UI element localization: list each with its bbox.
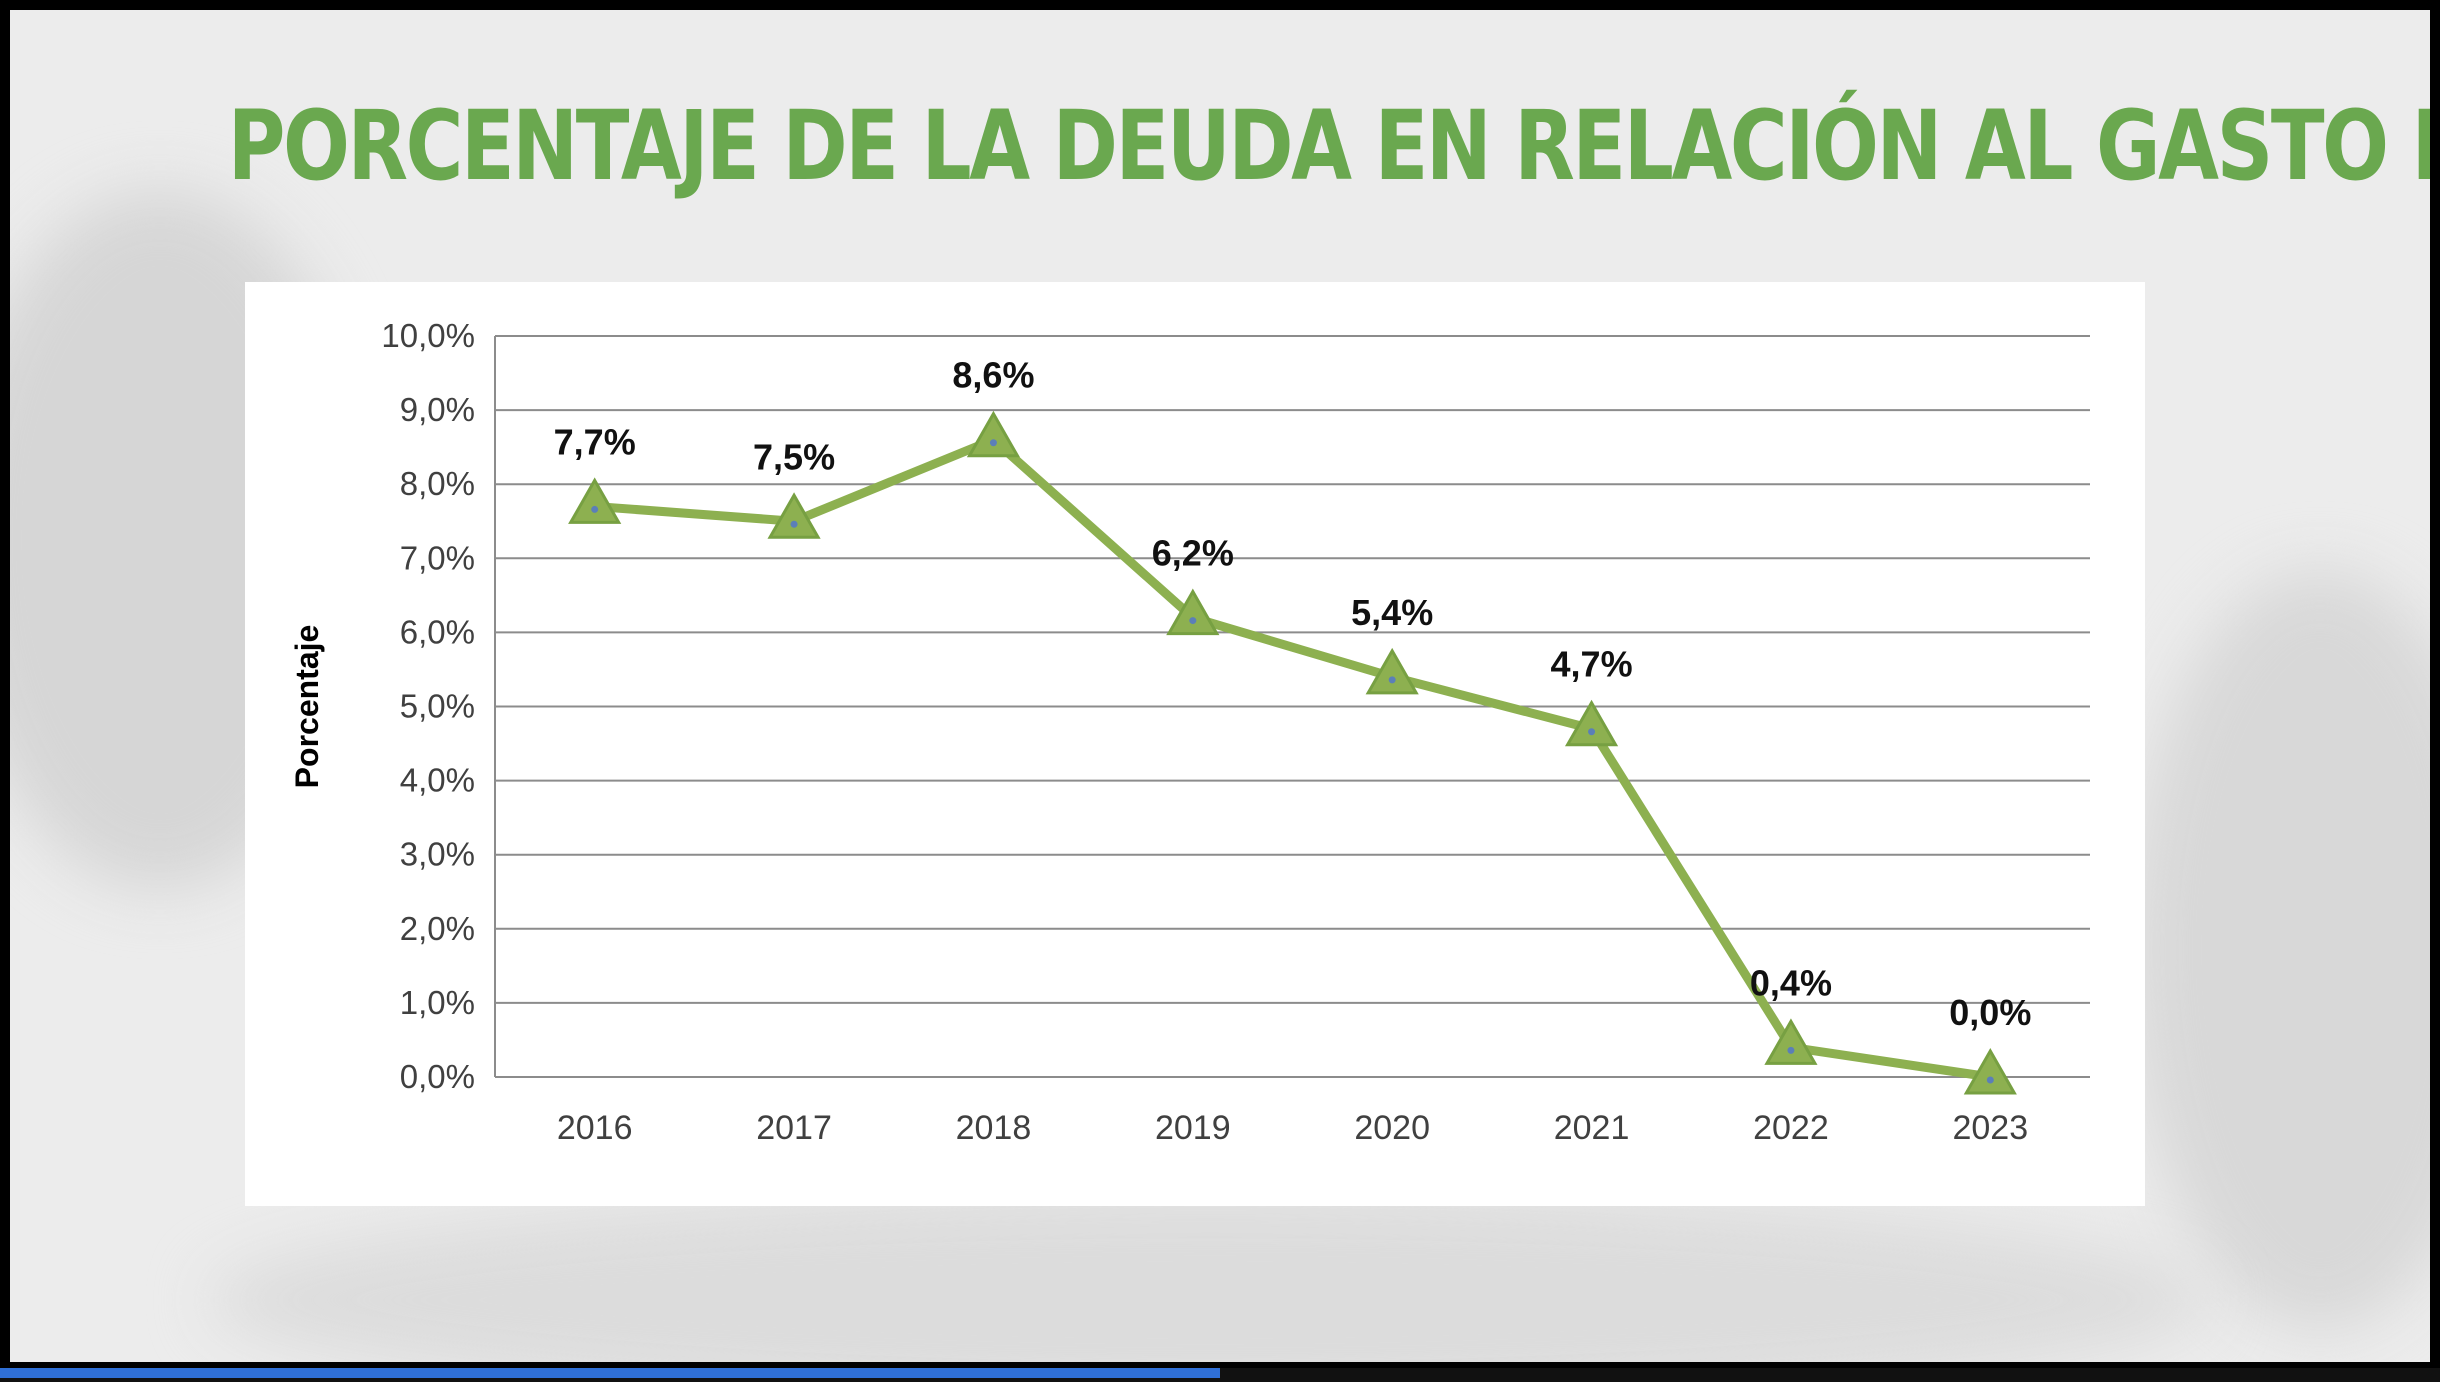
data-label: 8,6% [952, 355, 1034, 396]
data-point-marker [1166, 588, 1220, 636]
data-point-marker [1764, 1018, 1818, 1065]
data-point-dot [1189, 617, 1197, 625]
x-tick-label: 2018 [956, 1109, 1032, 1147]
y-tick-label: 5,0% [400, 688, 475, 725]
y-tick-label: 8,0% [400, 465, 475, 502]
x-tick-label: 2022 [1753, 1109, 1829, 1147]
x-tick-label: 2021 [1554, 1109, 1630, 1147]
slide-title: PORCENTAJE DE LA DEUDA EN RELACIÓN AL GA… [227, 90, 2430, 202]
data-label: 4,7% [1551, 644, 1633, 685]
data-point-dot [1986, 1076, 1994, 1084]
background-photo-right [2130, 570, 2430, 1330]
series-line [594, 435, 1991, 1082]
x-tick-label: 2016 [557, 1109, 633, 1147]
x-tick-label: 2023 [1952, 1109, 2028, 1147]
y-tick-label: 3,0% [400, 836, 475, 873]
data-point-dot [591, 505, 599, 513]
data-point-dot [1388, 676, 1396, 684]
data-label: 7,7% [554, 421, 636, 462]
y-axis-label: Porcentaje [289, 625, 325, 789]
y-tick-label: 7,0% [400, 539, 475, 576]
data-point-dot [790, 520, 798, 528]
background-photo-bottom [210, 1190, 2210, 1362]
data-label: 7,5% [753, 436, 835, 477]
y-tick-label: 9,0% [400, 391, 475, 428]
y-tick-label: 4,0% [400, 762, 475, 799]
data-label: 0,4% [1750, 962, 1832, 1003]
slide: PORCENTAJE DE LA DEUDA EN RELACIÓN AL GA… [10, 10, 2430, 1362]
y-tick-label: 6,0% [400, 613, 475, 650]
y-tick-label: 0,0% [400, 1058, 475, 1095]
data-point-dot [1588, 728, 1596, 736]
data-point-dot [1787, 1046, 1795, 1054]
x-tick-label: 2019 [1155, 1109, 1231, 1147]
data-label: 0,0% [1949, 992, 2031, 1033]
x-tick-label: 2020 [1354, 1109, 1430, 1147]
playback-progress[interactable] [0, 1368, 1220, 1378]
data-point-marker [966, 410, 1021, 458]
data-point-marker [1365, 647, 1419, 695]
data-point-marker [568, 477, 622, 524]
data-point-marker [767, 492, 821, 539]
x-tick-label: 2017 [756, 1109, 832, 1147]
data-point-marker [1564, 699, 1619, 747]
data-point-dot [989, 439, 997, 447]
y-tick-label: 10,0% [381, 317, 475, 354]
line-chart: 0,0% 1,0% 2,0% 3,0% 4,0% 5,0% 6,0% 7,0% 8,0% 9,0%… [289, 317, 2090, 1147]
data-point-marker [1963, 1047, 2017, 1095]
data-label: 5,4% [1351, 592, 1433, 633]
data-label: 6,2% [1152, 533, 1234, 574]
chart-panel: 0,0% 1,0% 2,0% 3,0% 4,0% 5,0% 6,0% 7,0% 8,0% 9,0%… [245, 282, 2145, 1206]
y-tick-label: 1,0% [400, 984, 475, 1021]
y-tick-label: 2,0% [400, 910, 475, 947]
